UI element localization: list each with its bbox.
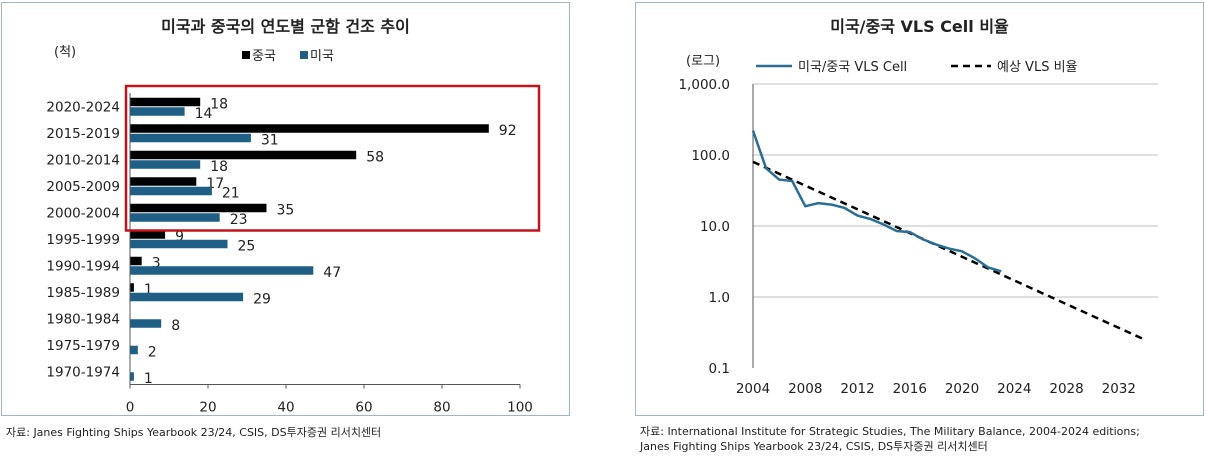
category-label: 1980-1984 xyxy=(46,311,120,327)
left-source-note: 자료: Janes Fighting Ships Yearbook 23/24,… xyxy=(6,426,382,439)
bar xyxy=(130,256,142,266)
legend-label-1: 예상 VLS 비율 xyxy=(997,60,1078,75)
x-tick-label: 2024 xyxy=(997,381,1031,397)
data-label: 1 xyxy=(144,371,153,387)
right-chart-panel: 미국/중국 VLS Cell 비율 (로그) 미국/중국 VLS Cell 예상 V… xyxy=(635,2,1204,416)
data-label: 2 xyxy=(148,344,157,360)
x-tick-label: 100 xyxy=(507,400,533,416)
data-label: 25 xyxy=(238,238,256,254)
data-label: 1 xyxy=(144,282,153,298)
x-tick-label: 80 xyxy=(433,400,450,416)
bar xyxy=(130,97,201,107)
data-label: 92 xyxy=(499,123,517,139)
bar xyxy=(130,292,244,302)
data-label: 21 xyxy=(222,185,240,201)
x-tick-label: 2020 xyxy=(945,381,979,397)
legend-swatch-0 xyxy=(242,51,250,59)
right-source-note: 자료: International Institute for Strategi… xyxy=(640,424,1140,454)
data-label: 18 xyxy=(210,96,228,112)
data-label: 9 xyxy=(175,229,184,245)
left-chart-panel: 미국과 중국의 연도별 군함 건조 추이 (척) 중국 미국 2020-2024 18 1… xyxy=(1,2,570,416)
data-label: 31 xyxy=(261,132,279,148)
data-label: 18 xyxy=(210,159,228,175)
legend-swatch-1 xyxy=(300,51,308,59)
right-source-line1: 자료: International Institute for Strategi… xyxy=(640,425,1140,438)
category-label: 2020-2024 xyxy=(46,99,120,115)
bar xyxy=(130,239,228,249)
bar xyxy=(130,107,185,116)
bar xyxy=(130,133,251,143)
data-label: 35 xyxy=(277,202,295,218)
x-tick-label: 20 xyxy=(199,400,216,416)
bar xyxy=(130,283,134,292)
category-label: 1995-1999 xyxy=(46,232,120,248)
y-tick-label: 100.0 xyxy=(691,148,730,164)
legend-label-1: 미국 xyxy=(310,49,334,64)
unit-label: (척) xyxy=(54,45,76,60)
legend-label-0: 중국 xyxy=(252,49,276,64)
data-label: 29 xyxy=(253,291,271,307)
projection-line xyxy=(752,160,1146,341)
bar xyxy=(130,177,197,186)
data-label: 3 xyxy=(152,255,161,271)
data-label: 14 xyxy=(195,106,213,122)
y-tick-label: 1.0 xyxy=(709,290,730,306)
y-tick-label: 10.0 xyxy=(700,219,730,235)
bar xyxy=(130,160,201,169)
category-label: 1975-1979 xyxy=(46,338,120,354)
bar xyxy=(130,319,162,328)
vls-ratio-line xyxy=(751,130,1002,273)
highlight-box xyxy=(124,84,541,232)
data-label: 23 xyxy=(230,212,248,228)
bar xyxy=(130,186,212,196)
left-chart-title: 미국과 중국의 연도별 군함 건조 추이 xyxy=(161,17,410,36)
bar xyxy=(130,266,314,275)
x-tick-label: 2028 xyxy=(1049,381,1083,397)
bar xyxy=(130,230,166,239)
category-label: 2015-2019 xyxy=(46,126,120,142)
x-tick-label: 2032 xyxy=(1102,381,1136,397)
right-chart-title: 미국/중국 VLS Cell 비율 xyxy=(830,17,1009,36)
x-tick-label: 2012 xyxy=(840,381,874,397)
data-label: 58 xyxy=(366,149,384,165)
data-label: 8 xyxy=(171,318,180,334)
category-label: 1970-1974 xyxy=(46,364,120,380)
bar xyxy=(130,124,489,133)
category-label: 1990-1994 xyxy=(46,258,120,274)
vls-ratio-line-chart: (로그) 미국/중국 VLS Cell 예상 VLS 비율 0.1 1.0 10.0 100… xyxy=(678,54,1158,397)
x-tick-label: 2004 xyxy=(736,381,770,397)
bar xyxy=(130,372,134,381)
x-tick-label: 60 xyxy=(355,400,372,416)
x-tick-label: 0 xyxy=(126,400,135,416)
category-label: 2005-2009 xyxy=(46,179,120,195)
unit-label: (로그) xyxy=(686,54,720,69)
x-tick-label: 2016 xyxy=(893,381,927,397)
category-label: 2000-2004 xyxy=(46,205,120,221)
y-tick-label: 0.1 xyxy=(709,361,730,377)
x-tick-label: 2008 xyxy=(788,381,822,397)
bar xyxy=(130,150,357,160)
legend-label-0: 미국/중국 VLS Cell xyxy=(798,60,907,75)
y-tick-label: 1,000.0 xyxy=(678,77,730,93)
right-source-line2: Janes Fighting Ships Yearbook 23/24, CSI… xyxy=(640,440,988,453)
bar xyxy=(130,203,267,213)
category-label: 1985-1989 xyxy=(46,285,120,301)
category-label: 2010-2014 xyxy=(46,152,120,168)
bar xyxy=(130,345,138,355)
data-label: 47 xyxy=(323,265,341,281)
x-tick-label: 40 xyxy=(277,400,294,416)
bar xyxy=(130,213,220,222)
